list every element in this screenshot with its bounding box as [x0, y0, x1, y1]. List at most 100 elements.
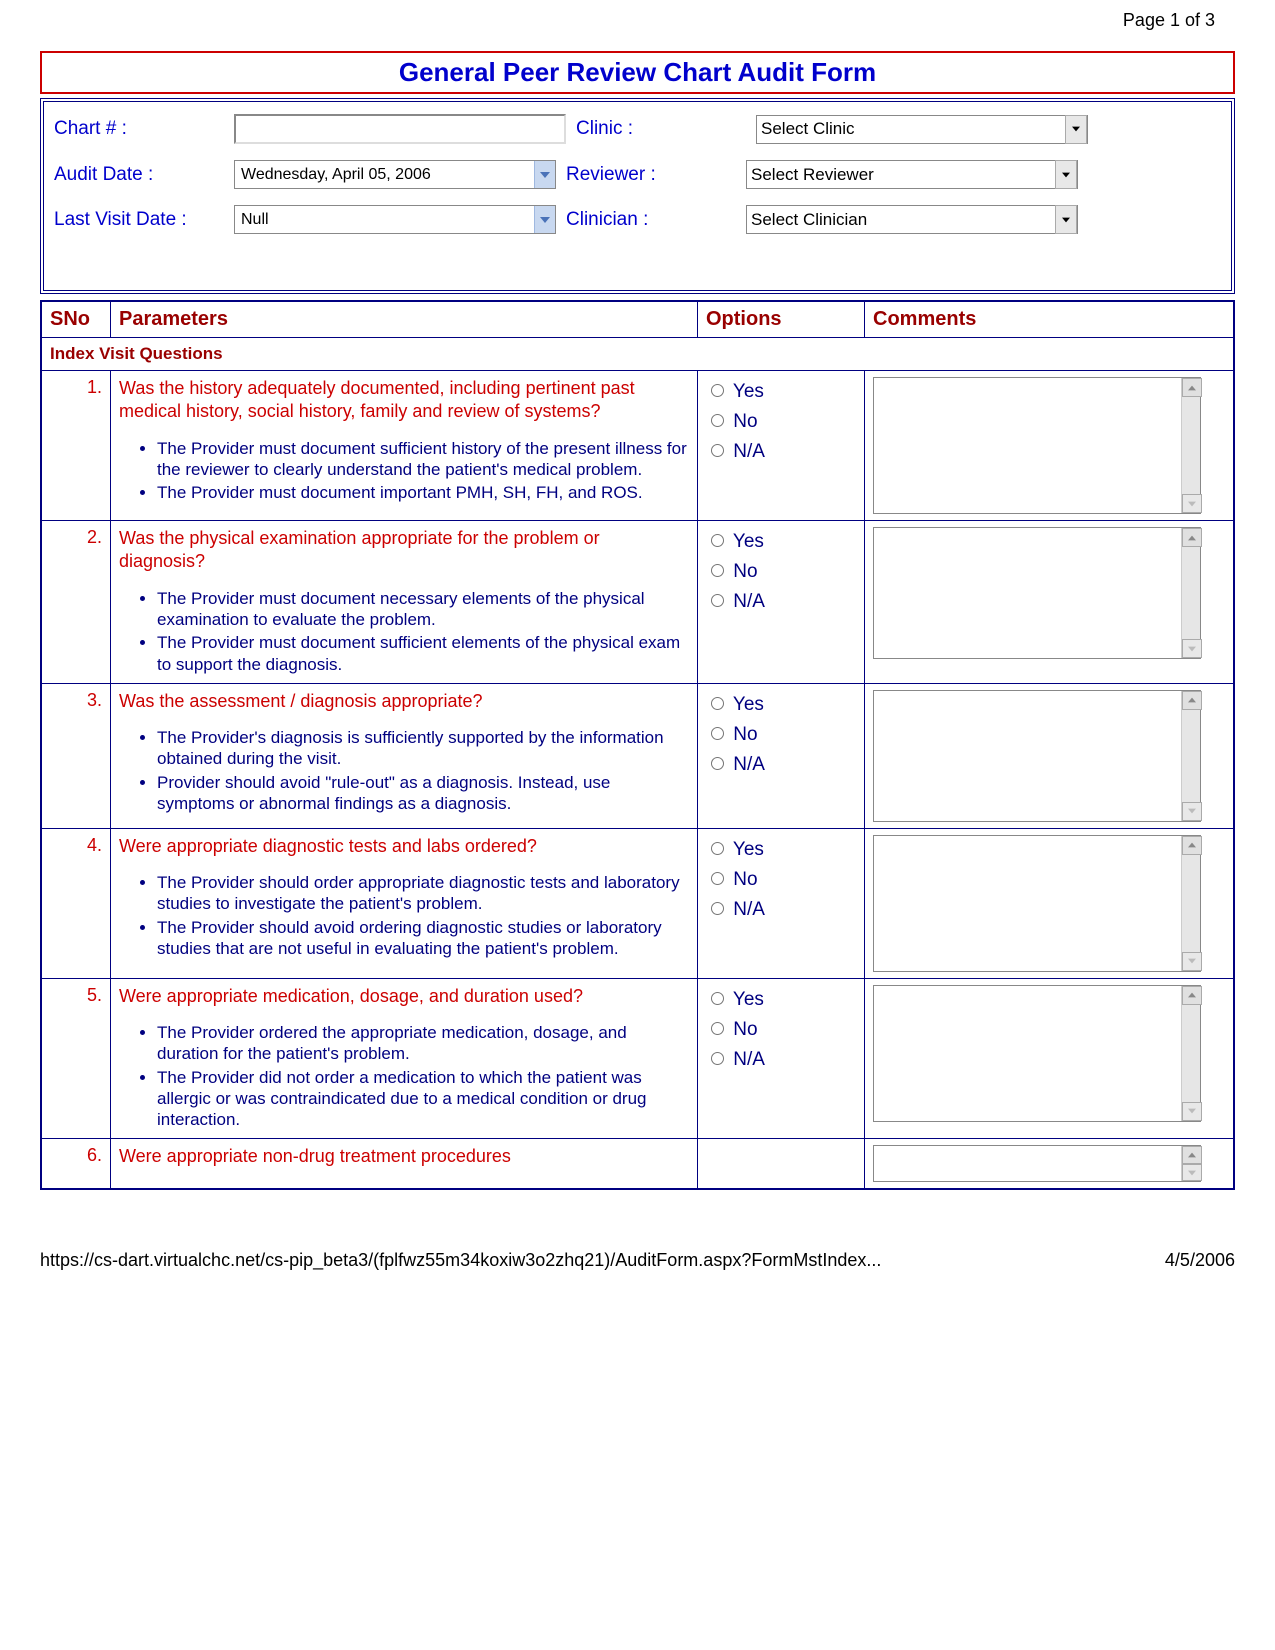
comments-textarea[interactable] [873, 835, 1201, 972]
comments-text[interactable] [874, 528, 1181, 658]
radio-no[interactable] [711, 727, 724, 740]
option-no[interactable]: No [706, 865, 856, 895]
audit-table: SNo Parameters Options Comments Index Vi… [40, 300, 1235, 1190]
option-no[interactable]: No [706, 720, 856, 750]
last-visit-value: Null [235, 211, 534, 229]
radio-na[interactable] [711, 902, 724, 915]
option-na[interactable]: N/A [706, 895, 856, 925]
bullet-item: The Provider must document sufficient el… [157, 632, 689, 675]
options-group: Yes No N/A [706, 690, 856, 780]
option-no[interactable]: No [706, 1015, 856, 1045]
radio-na[interactable] [711, 1052, 724, 1065]
scroll-up-icon[interactable] [1182, 986, 1202, 1005]
radio-no[interactable] [711, 564, 724, 577]
scrollbar[interactable] [1181, 378, 1200, 513]
scroll-down-icon[interactable] [1182, 639, 1202, 658]
option-yes[interactable]: Yes [706, 835, 856, 865]
footer: https://cs-dart.virtualchc.net/cs-pip_be… [0, 1230, 1275, 1281]
question-bullets: The Provider must document necessary ele… [119, 588, 689, 675]
comments-text[interactable] [874, 1146, 1181, 1181]
comments-textarea[interactable] [873, 527, 1201, 659]
scrollbar[interactable] [1181, 1146, 1200, 1181]
radio-yes[interactable] [711, 697, 724, 710]
comments-textarea[interactable] [873, 1145, 1201, 1182]
clinic-select[interactable]: Select Clinic [756, 115, 1088, 144]
scroll-down-icon[interactable] [1182, 494, 1202, 513]
dropdown-arrow-icon [534, 206, 555, 233]
scroll-down-icon[interactable] [1182, 1102, 1202, 1121]
radio-yes[interactable] [711, 384, 724, 397]
radio-no[interactable] [711, 1022, 724, 1035]
radio-na[interactable] [711, 444, 724, 457]
comments-textarea[interactable] [873, 985, 1201, 1122]
reviewer-select[interactable]: Select Reviewer [746, 160, 1078, 189]
radio-no[interactable] [711, 414, 724, 427]
comments-textarea[interactable] [873, 377, 1201, 514]
question-text: Were appropriate medication, dosage, and… [119, 985, 689, 1008]
question-bullets: The Provider must document sufficient hi… [119, 438, 689, 504]
clinician-select-value: Select Clinician [747, 210, 1055, 230]
scroll-down-icon[interactable] [1182, 1164, 1202, 1182]
bullet-item: The Provider's diagnosis is sufficiently… [157, 727, 689, 770]
option-na[interactable]: N/A [706, 437, 856, 467]
scrollbar[interactable] [1181, 986, 1200, 1121]
option-na[interactable]: N/A [706, 587, 856, 617]
audit-date-label: Audit Date : [54, 164, 234, 186]
option-yes[interactable]: Yes [706, 985, 856, 1015]
scroll-up-icon[interactable] [1182, 1146, 1202, 1164]
scrollbar[interactable] [1181, 528, 1200, 658]
scroll-down-icon[interactable] [1182, 952, 1202, 971]
last-visit-dropdown[interactable]: Null [234, 205, 556, 234]
option-yes[interactable]: Yes [706, 527, 856, 557]
scrollbar[interactable] [1181, 691, 1200, 821]
page-title: General Peer Review Chart Audit Form [40, 51, 1235, 94]
radio-yes[interactable] [711, 992, 724, 1005]
header-section: Chart # : Clinic : Select Clinic Audit D… [40, 98, 1235, 294]
clinician-select[interactable]: Select Clinician [746, 205, 1078, 234]
option-no[interactable]: No [706, 407, 856, 437]
audit-date-value: Wednesday, April 05, 2006 [235, 166, 534, 184]
dropdown-arrow-icon [1065, 115, 1087, 144]
option-yes[interactable]: Yes [706, 377, 856, 407]
clinic-label: Clinic : [576, 118, 756, 140]
options-group: Yes No N/A [706, 377, 856, 467]
section-title: Index Visit Questions [41, 338, 1234, 371]
bullet-item: The Provider ordered the appropriate med… [157, 1022, 689, 1065]
options-group: Yes No N/A [706, 985, 856, 1075]
option-yes[interactable]: Yes [706, 690, 856, 720]
bullet-item: The Provider should avoid ordering diagn… [157, 917, 689, 960]
radio-yes[interactable] [711, 534, 724, 547]
question-number: 3. [87, 690, 102, 710]
clinician-label: Clinician : [566, 209, 746, 231]
page-number: Page 1 of 3 [40, 10, 1215, 31]
comments-text[interactable] [874, 836, 1181, 971]
options-group: Yes No N/A [706, 527, 856, 617]
comments-textarea[interactable] [873, 690, 1201, 822]
option-na[interactable]: N/A [706, 1045, 856, 1075]
radio-na[interactable] [711, 757, 724, 770]
scroll-down-icon[interactable] [1182, 802, 1202, 821]
footer-date: 4/5/2006 [1165, 1250, 1235, 1271]
comments-text[interactable] [874, 691, 1181, 821]
option-no[interactable]: No [706, 557, 856, 587]
question-bullets: The Provider ordered the appropriate med… [119, 1022, 689, 1130]
chart-number-input[interactable] [234, 114, 566, 144]
question-number: 5. [87, 985, 102, 1005]
table-row: 2. Was the physical examination appropri… [41, 521, 1234, 684]
radio-na[interactable] [711, 594, 724, 607]
audit-date-dropdown[interactable]: Wednesday, April 05, 2006 [234, 160, 556, 189]
comments-text[interactable] [874, 986, 1181, 1121]
scrollbar[interactable] [1181, 836, 1200, 971]
scroll-up-icon[interactable] [1182, 528, 1202, 547]
last-visit-label: Last Visit Date : [54, 209, 234, 231]
scroll-up-icon[interactable] [1182, 378, 1202, 397]
comments-text[interactable] [874, 378, 1181, 513]
scroll-up-icon[interactable] [1182, 836, 1202, 855]
table-row: 4. Were appropriate diagnostic tests and… [41, 828, 1234, 978]
bullet-item: The Provider did not order a medication … [157, 1067, 689, 1131]
scroll-up-icon[interactable] [1182, 691, 1202, 710]
bullet-item: The Provider must document important PMH… [157, 482, 689, 503]
option-na[interactable]: N/A [706, 750, 856, 780]
radio-yes[interactable] [711, 842, 724, 855]
radio-no[interactable] [711, 872, 724, 885]
